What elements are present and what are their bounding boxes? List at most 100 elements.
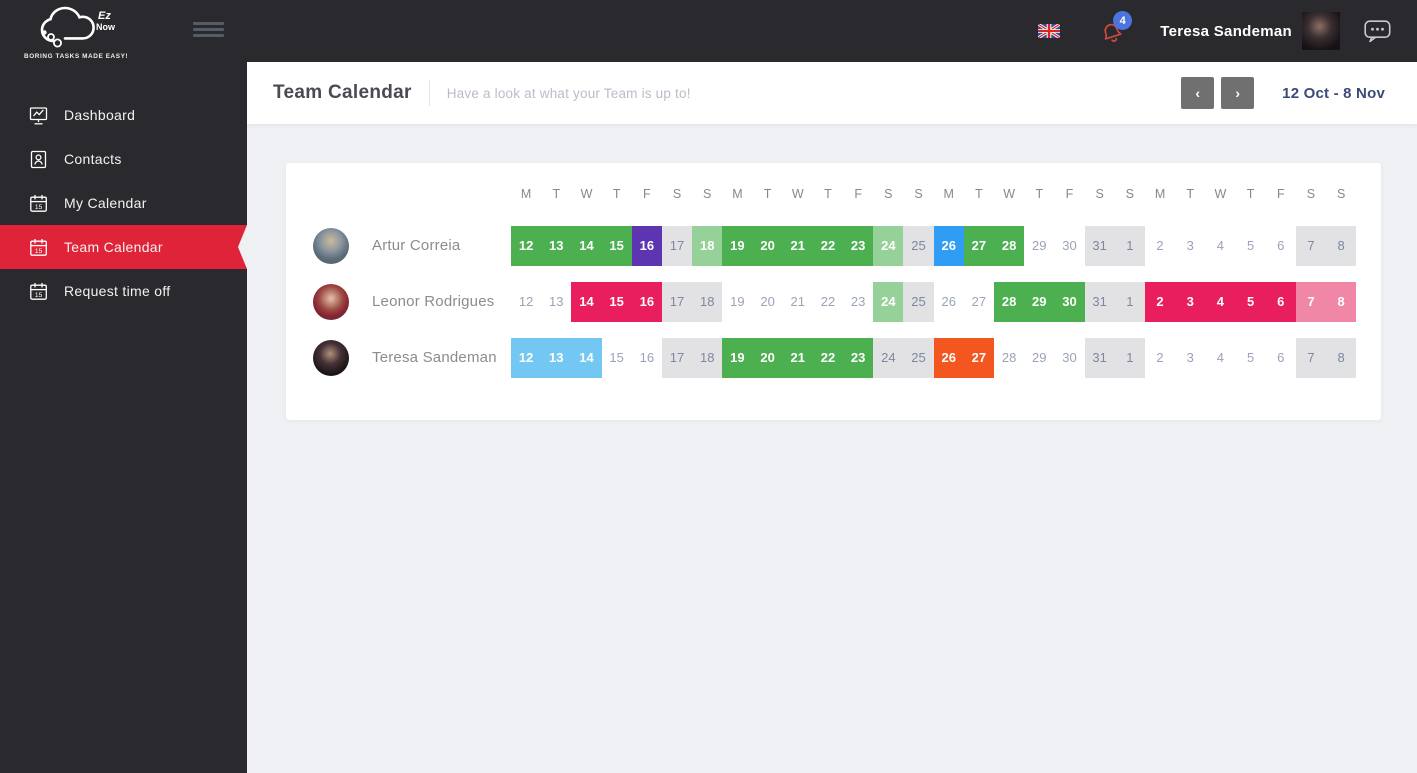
day-cell[interactable]: 31 — [1084, 338, 1115, 378]
sidebar-item-my-calendar[interactable]: 15 My Calendar — [0, 181, 247, 225]
chat-button[interactable] — [1364, 19, 1391, 43]
day-cell[interactable]: 16 — [631, 282, 662, 322]
day-cell[interactable]: 22 — [820, 294, 836, 309]
day-cell[interactable]: 20 — [752, 338, 783, 378]
sidebar-item-label: Contacts — [64, 151, 122, 167]
sidebar-item-contacts[interactable]: Contacts — [0, 137, 247, 181]
day-cell[interactable]: 25 — [903, 226, 934, 266]
day-cell[interactable]: 5 — [1246, 350, 1255, 365]
day-cell[interactable]: 27 — [963, 338, 994, 378]
day-cell[interactable]: 14 — [571, 226, 602, 266]
day-cell[interactable]: 22 — [812, 226, 844, 266]
day-cell[interactable]: 12 — [518, 294, 534, 309]
day-cell[interactable]: 26 — [933, 226, 964, 266]
day-cell[interactable]: 7 — [1295, 226, 1327, 266]
day-cell[interactable]: 5 — [1235, 282, 1266, 322]
day-cell[interactable]: 1 — [1114, 338, 1145, 378]
day-cell[interactable]: 15 — [609, 350, 624, 365]
notifications-button[interactable]: 4 — [1100, 11, 1133, 47]
day-cell[interactable]: 18 — [692, 226, 723, 266]
day-cell[interactable]: 19 — [722, 226, 753, 266]
day-cell[interactable]: 27 — [963, 226, 994, 266]
day-cell[interactable]: 12 — [511, 226, 542, 266]
day-cell[interactable]: 23 — [843, 338, 874, 378]
day-cell[interactable]: 6 — [1277, 350, 1285, 365]
day-cell[interactable]: 6 — [1265, 282, 1296, 322]
day-cell[interactable]: 19 — [730, 294, 745, 309]
day-cell[interactable]: 23 — [843, 226, 874, 266]
day-cell[interactable]: 26 — [933, 338, 964, 378]
day-cell[interactable]: 23 — [850, 294, 866, 309]
day-cell[interactable]: 27 — [971, 294, 987, 309]
day-cell[interactable]: 15 — [601, 282, 632, 322]
sidebar-item-team-calendar[interactable]: 15 Team Calendar — [0, 225, 247, 269]
day-cell[interactable]: 17 — [661, 338, 693, 378]
day-cell[interactable]: 13 — [541, 226, 572, 266]
brand-now-text: Now — [96, 22, 116, 32]
prev-week-button[interactable]: ‹ — [1181, 77, 1215, 109]
day-cell[interactable]: 3 — [1175, 282, 1206, 322]
day-cell[interactable]: 24 — [873, 282, 904, 322]
day-cell[interactable]: 3 — [1186, 350, 1194, 365]
day-cell[interactable]: 31 — [1084, 282, 1115, 322]
day-cell[interactable]: 19 — [722, 338, 753, 378]
day-cell[interactable]: 1 — [1114, 282, 1145, 322]
day-cell[interactable]: 25 — [903, 282, 934, 322]
day-cell[interactable]: 21 — [782, 338, 813, 378]
day-cell[interactable]: 17 — [661, 226, 693, 266]
day-cell[interactable]: 4 — [1216, 350, 1225, 365]
day-cell[interactable]: 8 — [1326, 226, 1357, 266]
day-cell[interactable]: 18 — [692, 338, 723, 378]
day-cell[interactable]: 25 — [903, 338, 934, 378]
day-cell[interactable]: 28 — [994, 282, 1025, 322]
day-cell[interactable]: 14 — [571, 338, 602, 378]
day-cell[interactable]: 13 — [549, 294, 564, 309]
day-cell[interactable]: 1 — [1114, 226, 1145, 266]
day-cell[interactable]: 21 — [790, 294, 806, 309]
day-cell[interactable]: 2 — [1156, 238, 1164, 253]
day-cell[interactable]: 7 — [1295, 282, 1327, 322]
avatar[interactable] — [1302, 12, 1340, 50]
day-cell[interactable]: 20 — [752, 226, 783, 266]
day-cell[interactable]: 18 — [692, 282, 723, 322]
day-cell[interactable]: 16 — [631, 226, 662, 266]
day-cell[interactable]: 12 — [511, 338, 542, 378]
day-cell[interactable]: 4 — [1205, 282, 1236, 322]
day-cell[interactable]: 28 — [1001, 350, 1017, 365]
day-cell[interactable]: 2 — [1144, 282, 1176, 322]
day-cell[interactable]: 29 — [1032, 238, 1047, 253]
day-cell[interactable]: 22 — [812, 338, 844, 378]
day-cell[interactable]: 3 — [1186, 238, 1194, 253]
day-cell[interactable]: 5 — [1246, 238, 1255, 253]
day-cell[interactable]: 30 — [1062, 350, 1077, 365]
day-cell[interactable]: 30 — [1062, 238, 1077, 253]
day-cell[interactable]: 31 — [1084, 226, 1115, 266]
day-cell[interactable]: 24 — [873, 338, 904, 378]
next-week-button[interactable]: › — [1221, 77, 1255, 109]
day-cell[interactable]: 26 — [941, 294, 956, 309]
day-cell[interactable]: 21 — [782, 226, 813, 266]
uk-flag-icon[interactable] — [1038, 24, 1061, 38]
day-cell[interactable]: 28 — [994, 226, 1025, 266]
hamburger-icon[interactable] — [193, 22, 224, 41]
day-cell[interactable]: 14 — [571, 282, 602, 322]
day-cell[interactable]: 13 — [541, 338, 572, 378]
user-menu[interactable]: Teresa Sandeman — [1160, 22, 1292, 40]
day-cell[interactable]: 30 — [1054, 282, 1085, 322]
day-cell[interactable]: 17 — [661, 282, 693, 322]
day-cell[interactable]: 8 — [1326, 338, 1357, 378]
day-cell[interactable]: 8 — [1326, 282, 1357, 322]
day-cell[interactable]: 2 — [1156, 350, 1164, 365]
day-cell[interactable]: 29 — [1032, 350, 1047, 365]
day-cell[interactable]: 7 — [1295, 338, 1327, 378]
day-cell[interactable]: 24 — [873, 226, 904, 266]
sidebar-item-request-time-off[interactable]: 15 Request time off — [0, 269, 247, 313]
day-cell[interactable]: 29 — [1024, 282, 1055, 322]
day-cell[interactable]: 20 — [760, 294, 775, 309]
day-cell[interactable]: 15 — [601, 226, 632, 266]
day-cell[interactable]: 6 — [1277, 238, 1285, 253]
day-cell[interactable]: 4 — [1216, 238, 1225, 253]
day-cell[interactable]: 16 — [639, 350, 655, 365]
sidebar-item-dashboard[interactable]: Dashboard — [0, 93, 247, 137]
sidebar-item-label: Dashboard — [64, 107, 136, 123]
